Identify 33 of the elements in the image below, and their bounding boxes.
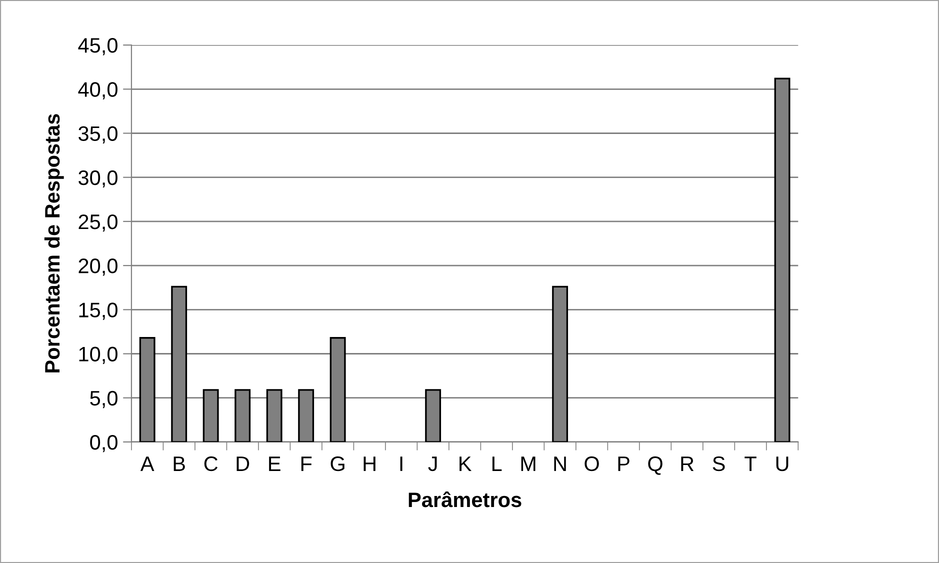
y-tick-label: 25,0 (78, 214, 118, 232)
x-tick-label: J (428, 456, 437, 472)
x-tick-label: C (204, 456, 218, 472)
y-axis-title: Porcentaem de Respostas (44, 114, 64, 372)
y-tick-label: 35,0 (78, 126, 118, 144)
x-tick-label: M (521, 456, 536, 471)
x-tick-label: T (744, 456, 756, 471)
y-tick-label: 0,0 (90, 434, 118, 452)
x-tick-label: U (776, 456, 788, 472)
y-tick-label: 15,0 (79, 302, 118, 320)
x-tick-label: Q (648, 456, 662, 475)
y-tick-label: 20,0 (78, 258, 118, 276)
x-tick-label: S (712, 456, 725, 472)
x-axis-title: Parâmetros (408, 491, 522, 508)
y-tick-label: 10,0 (79, 346, 118, 364)
y-tick-label: 5,0 (90, 390, 118, 408)
x-tick-label: L (492, 456, 502, 471)
x-tick-label: R (681, 456, 694, 471)
x-tick-label: H (364, 456, 376, 471)
x-tick-label: P (618, 456, 630, 471)
x-tick-label: O (584, 456, 599, 472)
x-tick-label: E (269, 456, 280, 471)
x-tick-label: F (301, 456, 312, 471)
x-tick-label: A (140, 456, 154, 471)
y-tick-label: 45,0 (78, 38, 118, 56)
x-tick-label: N (554, 456, 566, 471)
x-tick-label: B (174, 456, 185, 471)
y-tick-label: 30,0 (78, 170, 118, 188)
x-tick-label: I (400, 456, 402, 471)
x-tick-label: D (236, 456, 250, 471)
y-tick-label: 40,0 (78, 82, 118, 100)
x-tick-label: G (330, 456, 344, 472)
x-tick-label: K (460, 456, 472, 471)
